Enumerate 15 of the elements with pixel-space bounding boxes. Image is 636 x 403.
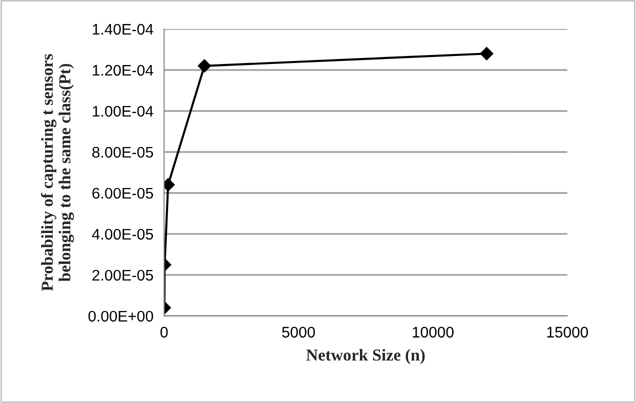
- x-axis-title: Network Size (n): [306, 348, 425, 364]
- y-tick-label: 4.00E-05: [92, 228, 154, 240]
- y-tick-label: 2.00E-05: [92, 270, 154, 281]
- x-tick-label: 5000: [282, 326, 315, 338]
- y-tick-label: 1.20E-04: [92, 64, 154, 76]
- y-tick-label: 1.40E-04: [92, 24, 154, 35]
- y-tick-label: 6.00E-05: [92, 188, 154, 199]
- x-tick-label: 15000: [547, 326, 588, 338]
- y-axis-title: Probability of capturing t sensors belonging to the same class(Pt): [40, 54, 74, 292]
- x-tick-label: 10000: [412, 326, 454, 338]
- y-tick-label: 0.00E+00: [88, 310, 154, 322]
- point: [164, 178, 175, 192]
- x-tick-label: 0: [160, 326, 168, 338]
- y-tick-label: 8.00E-05: [92, 146, 154, 158]
- y-tick-label: 1.00E-04: [92, 106, 154, 117]
